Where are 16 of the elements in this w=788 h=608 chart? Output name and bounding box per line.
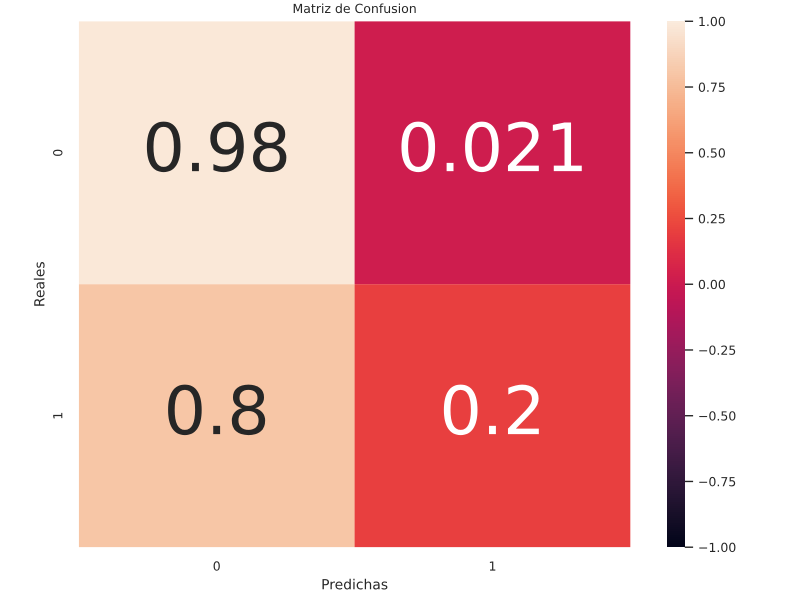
chart-title: Matriz de Confusion — [294, 3, 416, 14]
color-bar-label: −1.00 — [699, 542, 736, 552]
color-bar-label: 1.00 — [699, 16, 725, 26]
data-label: 0.2 — [444, 384, 539, 436]
x-axis-title: Predichas — [322, 578, 388, 590]
color-bar-label: −0.75 — [699, 476, 736, 486]
y-axis-title: Reales — [34, 262, 45, 306]
color-bar-label: −0.25 — [699, 345, 736, 355]
data-label: 0.98 — [146, 122, 286, 172]
data-label: 0.8 — [168, 384, 266, 436]
color-bar-label: 0.00 — [698, 280, 725, 290]
color-bar-label: 0.75 — [698, 82, 725, 92]
color-bar-label: −0.50 — [699, 411, 736, 421]
data-label: 0.021 — [401, 122, 582, 172]
color-bar-label: 0.25 — [698, 214, 725, 224]
color-bar-label: 0.50 — [698, 148, 725, 158]
